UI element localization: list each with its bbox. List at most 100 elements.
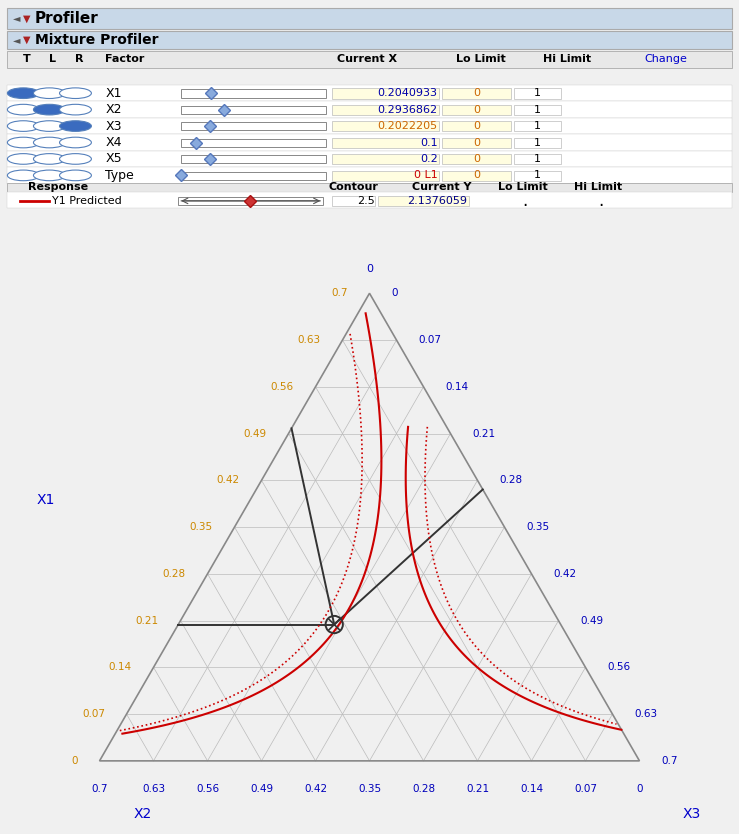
Text: 0.63: 0.63: [298, 335, 321, 345]
Circle shape: [60, 137, 92, 148]
Bar: [378, 196, 469, 206]
Text: Change: Change: [644, 54, 687, 64]
Text: 0.42: 0.42: [553, 569, 576, 579]
Text: .: .: [599, 192, 604, 210]
Bar: [181, 89, 326, 98]
Text: 0: 0: [366, 264, 373, 274]
Circle shape: [60, 104, 92, 115]
Circle shape: [7, 88, 39, 98]
Text: 0.63: 0.63: [634, 709, 657, 719]
Text: 0.07: 0.07: [82, 709, 105, 719]
Text: Current X: Current X: [337, 54, 397, 64]
Text: 0.21: 0.21: [472, 429, 495, 439]
Bar: [332, 154, 439, 164]
Bar: [514, 88, 562, 98]
Bar: [514, 105, 562, 115]
Text: 0.2040933: 0.2040933: [378, 88, 437, 98]
Circle shape: [7, 104, 39, 115]
Bar: [7, 151, 732, 167]
Text: X5: X5: [105, 153, 122, 165]
Text: 0.2: 0.2: [420, 154, 437, 164]
Circle shape: [7, 137, 39, 148]
Bar: [178, 197, 323, 205]
Bar: [181, 155, 326, 163]
Text: 0.42: 0.42: [217, 475, 240, 485]
Text: 0.35: 0.35: [526, 522, 549, 532]
Text: 0.42: 0.42: [304, 784, 327, 793]
Text: X4: X4: [105, 136, 122, 149]
Bar: [7, 31, 732, 49]
Bar: [332, 121, 439, 132]
Circle shape: [33, 121, 65, 132]
Circle shape: [33, 153, 65, 164]
Bar: [332, 170, 439, 181]
Text: 0.49: 0.49: [244, 429, 267, 439]
Text: 0.14: 0.14: [445, 382, 469, 392]
Bar: [442, 154, 511, 164]
Text: 0: 0: [473, 121, 480, 131]
Circle shape: [33, 137, 65, 148]
Bar: [514, 138, 562, 148]
Text: 0: 0: [473, 154, 480, 164]
Text: 0.1: 0.1: [420, 138, 437, 148]
Text: 0.56: 0.56: [196, 784, 219, 793]
Text: 2.5: 2.5: [357, 196, 375, 206]
Text: 0.7: 0.7: [661, 756, 678, 766]
Text: 0: 0: [473, 104, 480, 114]
Bar: [442, 121, 511, 132]
Bar: [514, 154, 562, 164]
Text: 0.7: 0.7: [92, 784, 108, 793]
Bar: [181, 106, 326, 114]
Bar: [7, 134, 732, 151]
Text: Profiler: Profiler: [35, 11, 99, 26]
Text: ◄: ◄: [13, 13, 21, 23]
Text: ▼: ▼: [24, 13, 31, 23]
Text: 0.63: 0.63: [142, 784, 165, 793]
Bar: [7, 118, 732, 134]
Text: 0: 0: [473, 88, 480, 98]
Text: X1: X1: [36, 493, 55, 507]
Text: T: T: [24, 54, 31, 64]
Text: X3: X3: [683, 806, 701, 821]
Bar: [7, 102, 732, 118]
Text: 0: 0: [391, 289, 398, 299]
Bar: [7, 51, 732, 68]
Text: 0.35: 0.35: [358, 784, 381, 793]
Text: 1: 1: [534, 170, 541, 180]
Text: 1: 1: [534, 121, 541, 131]
Text: L: L: [50, 54, 56, 64]
Circle shape: [60, 121, 92, 132]
Text: R: R: [75, 54, 84, 64]
Text: Factor: Factor: [105, 54, 145, 64]
Text: 0: 0: [473, 170, 480, 180]
Text: X1: X1: [105, 87, 122, 100]
Circle shape: [33, 88, 65, 98]
Bar: [442, 138, 511, 148]
Text: Hi Limit: Hi Limit: [543, 54, 591, 64]
Text: 1: 1: [534, 138, 541, 148]
Text: 0.56: 0.56: [270, 382, 294, 392]
Text: 1: 1: [534, 154, 541, 164]
Text: 2.1376059: 2.1376059: [407, 196, 467, 206]
Text: 0.2022205: 0.2022205: [378, 121, 437, 131]
Text: 0.49: 0.49: [250, 784, 273, 793]
Text: 0.14: 0.14: [109, 662, 132, 672]
Bar: [442, 88, 511, 98]
Bar: [7, 167, 732, 183]
Bar: [332, 88, 439, 98]
Text: 1: 1: [534, 104, 541, 114]
Circle shape: [60, 88, 92, 98]
Text: 0 L1: 0 L1: [414, 170, 437, 180]
Circle shape: [33, 104, 65, 115]
Text: Lo Limit: Lo Limit: [498, 182, 548, 192]
Text: 0.35: 0.35: [190, 522, 213, 532]
Text: .: .: [522, 192, 528, 210]
Text: Type: Type: [105, 168, 134, 182]
Bar: [442, 170, 511, 181]
Text: 0: 0: [473, 138, 480, 148]
Text: 0.49: 0.49: [580, 615, 603, 626]
Circle shape: [60, 170, 92, 181]
Text: 0.56: 0.56: [607, 662, 630, 672]
Text: Contour: Contour: [328, 182, 378, 192]
Bar: [181, 123, 326, 130]
